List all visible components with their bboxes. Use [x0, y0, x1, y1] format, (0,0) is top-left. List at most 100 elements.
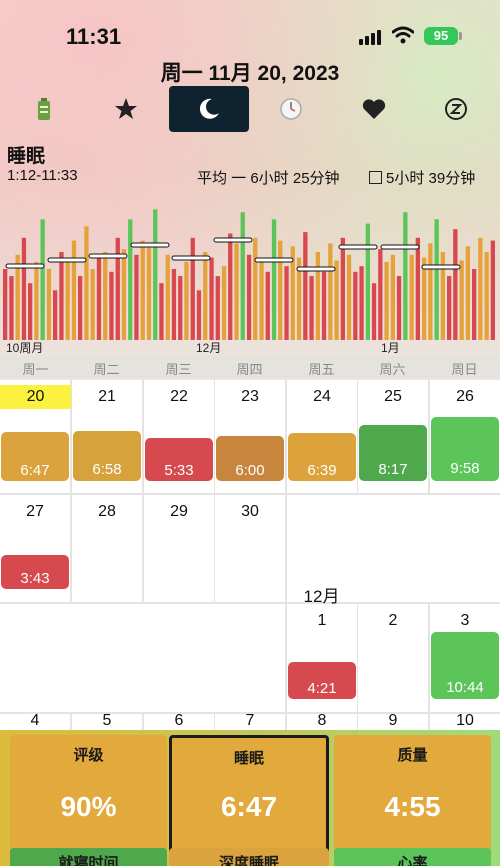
sleep-bar [221, 266, 227, 340]
sleep-bar [9, 276, 14, 340]
deep-sleep-card[interactable]: 深度睡眠 [169, 848, 329, 866]
sleep-bar [296, 257, 302, 340]
sleep-bar [378, 249, 383, 340]
calendar-day[interactable]: 23 6:00 [215, 380, 285, 493]
calendar-day[interactable]: 27 3:43 [0, 495, 70, 602]
tab-favorites[interactable] [86, 86, 166, 132]
sleep-bar [346, 254, 352, 340]
calendar-day-number: 9 [388, 712, 398, 729]
sleep-bar [278, 240, 283, 340]
calendar-day[interactable]: 8 [287, 712, 357, 730]
heart-icon [362, 99, 386, 119]
sleep-bar [472, 269, 477, 340]
sleep-bar [34, 261, 39, 340]
calendar-day[interactable]: 6 [144, 712, 214, 730]
calendar-day[interactable]: 3 10:44 [430, 604, 500, 712]
weekday-label: 周三 [165, 362, 192, 377]
weekly-average-marker [421, 264, 461, 270]
status-time: 11:31 [66, 24, 122, 49]
sleep-bar [178, 276, 183, 340]
sleep-duration-bar: 6:39 [288, 433, 356, 481]
rating-card[interactable]: 评级 90% [10, 735, 167, 866]
chart-title: 睡眠 [7, 146, 46, 167]
sleep-bar [271, 219, 277, 340]
calendar-day[interactable]: 28 [72, 495, 142, 602]
weekly-average-marker [254, 257, 294, 263]
calendar-day[interactable]: 7 [215, 712, 285, 730]
calendar-day[interactable]: 5 [72, 712, 142, 730]
battery-level: 95 [433, 28, 449, 43]
tab-zzz[interactable] [416, 86, 496, 132]
sleep-bar [96, 254, 102, 340]
sleep-bar [196, 290, 202, 340]
heart-rate-card[interactable]: 心率 [334, 848, 491, 866]
calendar-day-number: 6 [174, 712, 184, 729]
sleep-bar [59, 252, 64, 340]
weekly-average-marker [130, 242, 170, 248]
checkbox-icon [369, 171, 382, 184]
bedtime-card[interactable]: 就寝时间 [10, 848, 167, 866]
sleep-bar [121, 249, 127, 340]
date-title: 周一 11月 20, 2023 [160, 62, 340, 85]
calendar-day-number: 24 [313, 388, 331, 405]
calendar-day[interactable]: 25 8:17 [358, 380, 428, 493]
calendar-day[interactable]: 4 [0, 712, 70, 730]
cellular-signal-icon [359, 30, 381, 45]
calendar-empty [287, 495, 500, 602]
sleep-bar [190, 237, 195, 340]
sleep-bar [15, 254, 20, 340]
sleep-bar [159, 283, 164, 340]
quality-card[interactable]: 质量 4:55 [334, 735, 491, 866]
sleep-bar [128, 219, 133, 340]
sleep-value: 6:47 [220, 791, 278, 822]
weekday-label: 周二 [93, 362, 120, 377]
sleep-bar [115, 237, 120, 340]
battery-icon [38, 98, 50, 120]
sleep-bar [384, 261, 389, 340]
calendar-day[interactable]: 10 [430, 712, 500, 730]
tab-sleep[interactable] [169, 86, 249, 132]
calendar-day-number: 2 [388, 612, 398, 629]
sleep-bar [46, 269, 52, 340]
sleep-bar [315, 252, 320, 340]
calendar-day[interactable]: 30 [215, 495, 285, 602]
calendar-day[interactable]: 20 6:47 [0, 380, 71, 493]
calendar-day[interactable]: 29 [144, 495, 214, 602]
rating-value: 90% [60, 791, 117, 822]
sleep-duration-bar: 6:47 [1, 432, 69, 481]
chart-range: 1:12-11:33 [7, 167, 78, 184]
sleep-bar [359, 266, 364, 340]
sleep-duration-bar: 5:33 [145, 438, 213, 481]
calendar-day[interactable]: 1 4:21 [287, 604, 357, 712]
calendar-day-number: 25 [384, 388, 402, 405]
tab-battery[interactable] [4, 86, 84, 132]
zzz-icon [445, 98, 467, 120]
calendar-day[interactable]: 2 [358, 604, 428, 712]
chart-average: 平均 一 6小时 25分钟 [197, 170, 340, 187]
sleep-duration-bar: 6:58 [73, 431, 141, 481]
chart-alt-toggle[interactable]: 5小时 39分钟 [369, 167, 475, 188]
calendar-day-number: 21 [98, 388, 116, 405]
calendar-day[interactable]: 9 [358, 712, 428, 730]
calendar-day-number: 27 [26, 503, 44, 520]
tab-timer[interactable] [251, 86, 331, 132]
calendar-day[interactable]: 21 6:58 [72, 380, 142, 493]
calendar-day[interactable]: 24 6:39 [287, 380, 357, 493]
weekly-average-marker [47, 257, 87, 263]
sleep-card[interactable]: 睡眠 6:47 [169, 735, 329, 866]
calendar-day[interactable]: 22 5:33 [144, 380, 214, 493]
sleep-bar [3, 269, 8, 340]
sleep-bar [28, 283, 33, 340]
sleep-bar [415, 237, 420, 340]
chart-month-label: 10周月 [6, 341, 43, 355]
sleep-bar-chart: 10周月 12月 1月 [3, 209, 495, 355]
tab-heart[interactable] [334, 86, 414, 132]
calendar-day-number: 20 [0, 385, 71, 409]
sleep-bar [53, 290, 58, 340]
weekday-label: 周一 [22, 362, 49, 377]
summary-panel: 评级 90% 睡眠 6:47 质量 4:55 就寝时间 深度睡眠 心率 [0, 730, 500, 866]
sleep-bar [371, 283, 377, 340]
calendar-day-number: 8 [317, 712, 327, 729]
calendar-day[interactable]: 26 9:58 [430, 380, 500, 493]
sleep-duration-bar: 10:44 [431, 632, 499, 699]
